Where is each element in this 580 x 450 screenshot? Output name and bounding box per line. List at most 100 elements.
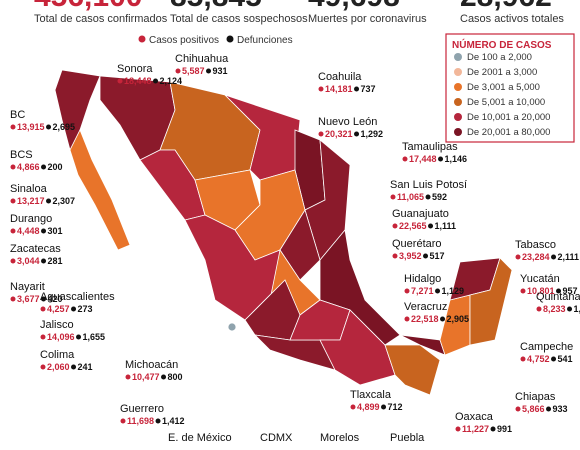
cases-dot	[402, 156, 408, 162]
scale-item: De 10,001 a 20,000	[467, 112, 550, 123]
deaths-dot	[551, 254, 557, 260]
state-name: Tlaxcala	[350, 389, 392, 401]
cases-dot	[515, 406, 521, 412]
cases-value: 11,065	[397, 192, 424, 202]
cases-value: 4,448	[17, 226, 40, 236]
deaths-dot	[428, 223, 434, 229]
state-name: E. de México	[168, 432, 232, 444]
state-name: Colima	[40, 349, 75, 361]
cases-dot	[392, 223, 398, 229]
deaths-value: 1,292	[361, 129, 384, 139]
deaths-dot	[41, 296, 47, 302]
deaths-value: 957	[563, 286, 578, 296]
cases-value: 13,217	[17, 196, 45, 206]
cases-value: 23,284	[522, 252, 550, 262]
cases-dot	[175, 68, 181, 74]
deaths-dot	[381, 404, 387, 410]
deaths-dot	[490, 426, 496, 432]
deaths-value: 991	[497, 424, 512, 434]
cases-value: 2,060	[47, 362, 70, 372]
deaths-value: 1,058	[574, 304, 580, 314]
scale-title: NÚMERO DE CASOS	[452, 38, 552, 51]
deaths-dot	[354, 86, 360, 92]
deaths-dot	[354, 131, 360, 137]
deaths-value: 712	[388, 402, 403, 412]
deaths-dot	[438, 156, 444, 162]
state-name: Sonora	[117, 63, 153, 75]
cases-dot	[120, 418, 126, 424]
deaths-value: 1,129	[442, 286, 465, 296]
cases-dot	[318, 131, 324, 137]
state-name: Durango	[10, 213, 52, 225]
deaths-value: 1,146	[445, 154, 468, 164]
scale-swatch	[454, 53, 462, 61]
scale-swatch	[454, 98, 462, 106]
deaths-dot	[567, 306, 573, 312]
cases-value: 3,044	[17, 256, 40, 266]
state-name: San Luis Potosí	[390, 179, 467, 191]
deaths-dot	[76, 334, 82, 340]
state-name: CDMX	[260, 432, 293, 444]
deaths-value: 931	[213, 66, 228, 76]
state-name: Morelos	[320, 432, 360, 444]
state-name: Tabasco	[515, 239, 556, 251]
cases-value: 20,321	[325, 129, 353, 139]
state-name: Tamaulipas	[402, 141, 458, 153]
cases-value: 18,448	[124, 76, 152, 86]
deaths-value: 200	[48, 162, 63, 172]
scale-swatch	[454, 83, 462, 91]
state-name: Michoacán	[125, 359, 178, 371]
state-name: Guerrero	[120, 403, 164, 415]
cases-dot	[10, 296, 16, 302]
state-name: Sinaloa	[10, 183, 48, 195]
scale-item: De 5,001 a 10,000	[467, 97, 545, 108]
deaths-value: 1,412	[162, 416, 185, 426]
state-name: Puebla	[390, 432, 425, 444]
cases-dot	[10, 164, 16, 170]
stat-label: Muertes por coronavirus	[308, 13, 427, 25]
cases-dot	[40, 306, 46, 312]
deaths-value: 800	[168, 372, 183, 382]
deaths-dot	[153, 78, 159, 84]
deaths-dot	[206, 68, 212, 74]
scale-box	[445, 33, 575, 143]
legend-deaths: Defunciones	[237, 35, 293, 46]
cases-value: 3,952	[399, 251, 422, 261]
deaths-dot	[155, 418, 161, 424]
map	[54, 69, 513, 396]
legend-dot-cases	[138, 35, 146, 43]
cases-dot	[10, 198, 16, 204]
deaths-value: 2,905	[447, 314, 470, 324]
state-name: Nayarit	[10, 281, 45, 293]
stat-label: Total de casos sospechosos	[170, 13, 308, 25]
stat-value: 28,962	[460, 0, 552, 13]
cases-value: 14,181	[325, 84, 353, 94]
cases-value: 4,257	[47, 304, 70, 314]
deaths-value: 737	[361, 84, 376, 94]
scale-swatch	[454, 113, 462, 121]
scale-item: De 2001 a 3,000	[467, 67, 537, 78]
scale-swatch	[454, 128, 462, 136]
cases-value: 11,698	[127, 416, 154, 426]
region-bcs	[69, 129, 131, 251]
cases-dot	[536, 306, 542, 312]
cases-value: 4,752	[527, 354, 550, 364]
deaths-value: 1,111	[435, 221, 457, 231]
deaths-value: 541	[558, 354, 573, 364]
deaths-value: 517	[430, 251, 445, 261]
cases-dot	[125, 374, 131, 380]
cases-value: 4,899	[357, 402, 380, 412]
cases-value: 7,271	[411, 286, 434, 296]
cases-dot	[455, 426, 461, 432]
region-colima	[227, 322, 237, 332]
cases-dot	[10, 228, 16, 234]
state-name: Chiapas	[515, 391, 556, 403]
region-qroo	[469, 257, 513, 346]
state-name: Aguascalientes	[40, 291, 115, 303]
scale-item: De 100 a 2,000	[467, 52, 532, 63]
cases-dot	[404, 316, 410, 322]
deaths-value: 1,655	[83, 332, 106, 342]
deaths-value: 273	[78, 304, 93, 314]
state-name: Yucatán	[520, 273, 560, 285]
